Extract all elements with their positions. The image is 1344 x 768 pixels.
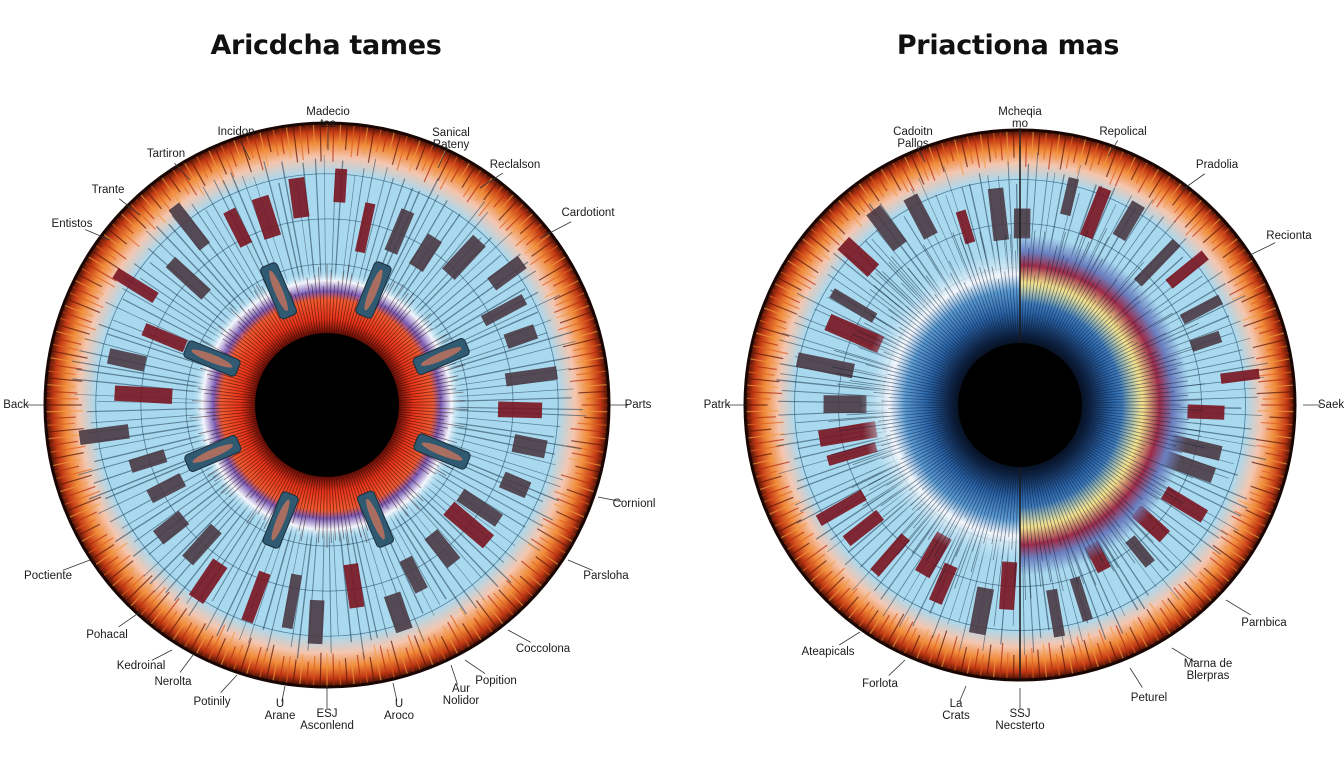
diagram-label: Parnbica	[1241, 617, 1287, 629]
diagram-label: Potinily	[193, 696, 231, 708]
diagram-label: Repolical	[1099, 126, 1147, 138]
diagram-label: Kedroinal	[116, 660, 166, 672]
diagram-label: Parsloha	[583, 570, 629, 582]
diagram-label: Pohacal	[86, 629, 128, 641]
diagram-label: Cadoitn Pallos	[893, 126, 933, 150]
diagram-label: Pradolia	[1195, 159, 1239, 171]
diagram-label: Cardotiont	[561, 207, 615, 219]
diagram-label: Forlota	[862, 678, 898, 690]
diagram-label: Marna de Blerpras	[1183, 658, 1233, 682]
diagram-title-left: Aricdcha tames	[210, 30, 442, 61]
diagram-title-right: Priactiona mas	[896, 30, 1120, 61]
diagram-label: Patrk	[703, 399, 731, 411]
iris-diagram-left	[26, 121, 629, 709]
diagram-label: Entistos	[51, 218, 93, 230]
diagram-label: Poctiente	[24, 570, 72, 582]
diagram-label: SSJ Necsterto	[995, 708, 1045, 732]
diagram-label: Coccolona	[515, 643, 571, 655]
diagram-label: Parts	[624, 399, 652, 411]
diagram-label: Saek	[1317, 399, 1344, 411]
diagram-label: Aur Nolidor	[442, 683, 480, 707]
diagram-label: Cornionl	[612, 498, 656, 510]
diagram-label: Tartiron	[146, 148, 186, 160]
iris-diagram-right	[726, 127, 1322, 709]
diagram-label: Popition	[475, 675, 517, 687]
diagram-label: Mcheqia mo	[998, 106, 1042, 130]
diagram-label: Ateapicals	[801, 646, 855, 658]
diagram-label: ESJ Asconlend	[300, 708, 354, 732]
diagram-label: Nerolta	[154, 676, 192, 688]
diagram-label: La Crats	[942, 698, 970, 722]
diagram-label: Incidon	[217, 126, 255, 138]
diagram-label: Peturel	[1130, 692, 1168, 704]
diagram-label: Sanical Rateny	[432, 127, 470, 151]
diagram-label: Recionta	[1266, 230, 1312, 242]
diagram-label: U Aroco	[383, 698, 415, 722]
diagram-label: U Arane	[264, 698, 296, 722]
diagram-label: Madecio tes	[306, 106, 350, 130]
diagram-label: Back	[3, 399, 29, 411]
diagram-label: Reclalson	[489, 159, 541, 171]
diagram-label: Trante	[91, 184, 125, 196]
